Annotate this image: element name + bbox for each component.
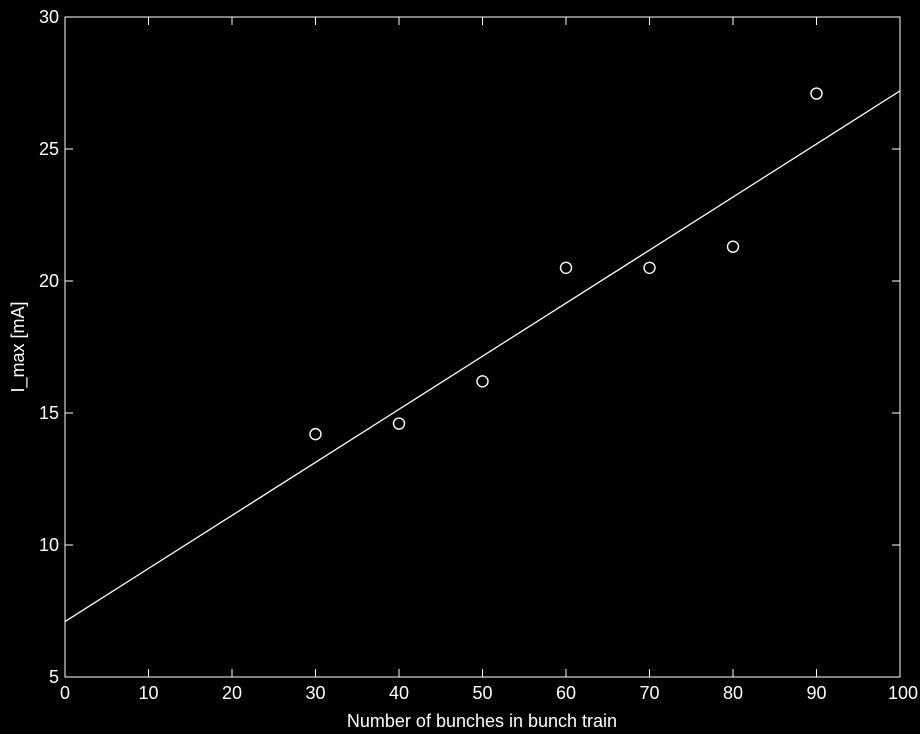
x-tick-label-5: 50 [472, 683, 492, 703]
x-tick-label-4: 40 [389, 683, 409, 703]
data-point-5 [726, 240, 740, 253]
y-tick-label-2: 15 [39, 403, 59, 423]
data-point-6 [810, 87, 823, 100]
x-tick-label-2: 20 [222, 683, 242, 703]
data-point-0 [309, 427, 322, 441]
x-axis-label: Number of bunches in bunch train [347, 711, 617, 731]
fit-line-group [64, 90, 901, 623]
plot-area [64, 16, 901, 678]
x-tick-label-3: 30 [305, 683, 325, 703]
data-point-1 [392, 417, 406, 430]
y-tick-label-5: 30 [39, 7, 59, 27]
data-point-3 [559, 261, 573, 274]
axis-ticks [64, 16, 901, 678]
data-points [309, 87, 823, 441]
y-tick-label-0: 5 [49, 667, 59, 687]
y-tick-label-3: 20 [39, 271, 59, 291]
tick-labels: 0 10 20 30 40 50 60 70 80 90 100 5 10 15 20 25 30 [39, 7, 918, 703]
x-tick-label-0: 0 [60, 683, 70, 703]
x-tick-label-7: 70 [639, 683, 659, 703]
y-tick-label-1: 10 [39, 535, 59, 555]
x-tick-label-6: 60 [556, 683, 576, 703]
x-tick-label-10: 100 [888, 683, 918, 703]
data-point-2 [476, 375, 489, 388]
fit-line [64, 90, 901, 623]
x-tick-label-9: 90 [806, 683, 826, 703]
data-point-4 [643, 261, 656, 274]
x-tick-label-1: 10 [138, 683, 158, 703]
y-axis-label: I_max [mA] [8, 301, 29, 392]
y-tick-label-4: 25 [39, 139, 59, 159]
x-tick-label-8: 80 [723, 683, 743, 703]
